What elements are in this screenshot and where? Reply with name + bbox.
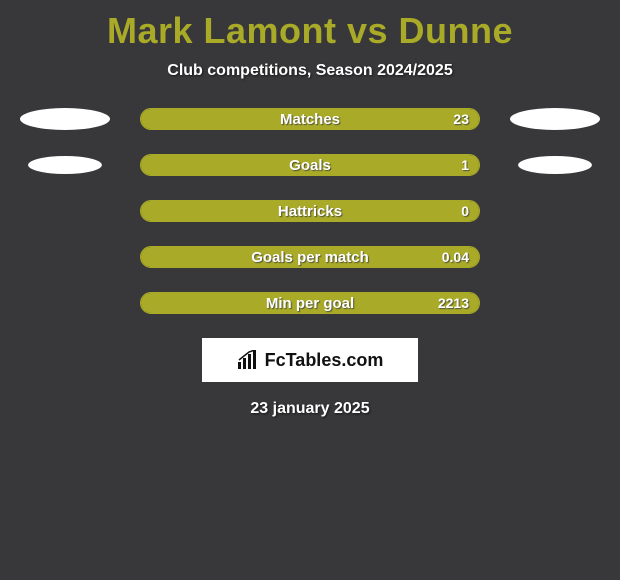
left-ellipse: [20, 108, 110, 130]
right-ellipse: [518, 156, 592, 174]
stats-container: Matches23 Goals1 Hattricks0 Goals per match…: [0, 108, 620, 314]
stat-label: Goals per match: [141, 247, 479, 267]
subtitle: Club competitions, Season 2024/2025: [0, 62, 620, 80]
stat-label: Goals: [141, 155, 479, 175]
page-title: Mark Lamont vs Dunne: [0, 0, 620, 52]
stat-label: Min per goal: [141, 293, 479, 313]
stat-value: 2213: [438, 293, 469, 313]
stat-bar: Matches23: [140, 108, 480, 130]
stat-value: 0.04: [442, 247, 469, 267]
stat-label: Hattricks: [141, 201, 479, 221]
stat-value: 0: [461, 201, 469, 221]
stat-value: 23: [453, 109, 469, 129]
footer-date: 23 january 2025: [0, 400, 620, 418]
stat-label: Matches: [141, 109, 479, 129]
stat-row: Min per goal2213: [0, 292, 620, 314]
left-ellipse: [28, 156, 102, 174]
stat-bar: Min per goal2213: [140, 292, 480, 314]
brand-badge: FcTables.com: [202, 338, 418, 382]
chart-icon: [237, 350, 259, 370]
right-ellipse: [510, 108, 600, 130]
stat-bar: Hattricks0: [140, 200, 480, 222]
stat-row: Hattricks0: [0, 200, 620, 222]
stat-bar: Goals per match0.04: [140, 246, 480, 268]
stat-value: 1: [461, 155, 469, 175]
stat-bar: Goals1: [140, 154, 480, 176]
stat-row: Goals1: [0, 154, 620, 176]
stat-row: Matches23: [0, 108, 620, 130]
stat-row: Goals per match0.04: [0, 246, 620, 268]
brand-text: FcTables.com: [265, 350, 384, 371]
